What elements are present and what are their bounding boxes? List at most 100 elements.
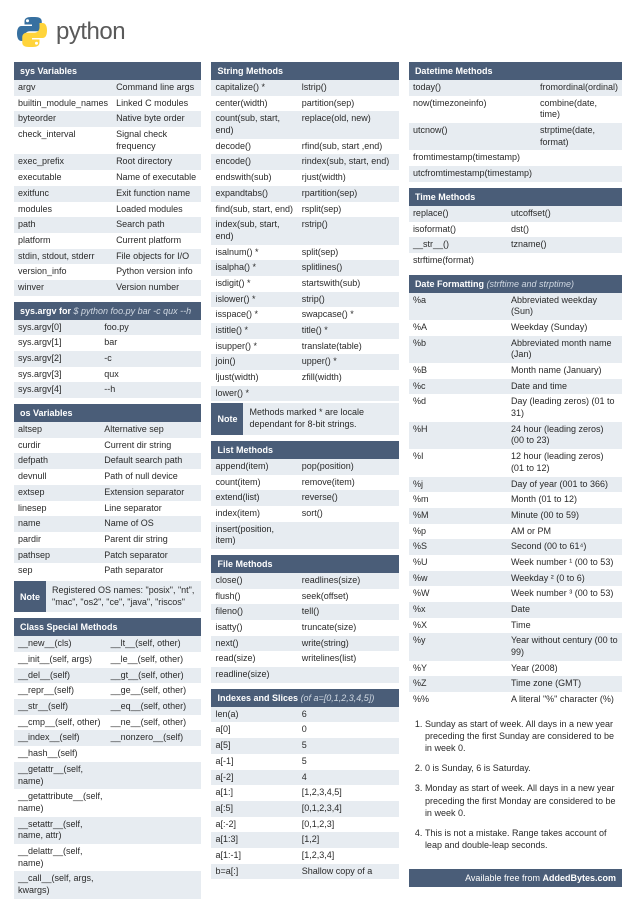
table-row: today()fromordinal(ordinal): [409, 80, 622, 96]
table-row: __getattribute__(self, name): [14, 789, 201, 816]
table-cell: 24 hour (leading zeros) (00 to 23): [507, 422, 622, 449]
table-row: extend(list)reverse(): [211, 490, 398, 506]
table-row: __del__(self)__gt__(self, other): [14, 668, 201, 684]
table-cell: flush(): [211, 589, 297, 605]
table-row: capitalize() *lstrip(): [211, 80, 398, 96]
table-cell: sys.argv[0]: [14, 320, 100, 336]
table-cell: lstrip(): [298, 80, 399, 96]
table-row: a[-1]5: [211, 754, 398, 770]
table-row: __cmp__(self, other)__ne__(self, other): [14, 715, 201, 731]
table-cell: replace(): [409, 206, 507, 222]
table-cell: readlines(size): [298, 573, 399, 589]
table-cell: Parent dir string: [100, 532, 201, 548]
table-row: a[:5][0,1,2,3,4]: [211, 801, 398, 817]
title-prefix: Indexes and Slices: [217, 693, 298, 703]
section-title: Indexes and Slices (of a=[0,1,2,3,4,5]): [211, 689, 398, 707]
column-1: sys Variables argvCommand line argsbuilt…: [14, 62, 201, 899]
table-cell: pop(position): [298, 459, 399, 475]
section-title: File Methods: [211, 555, 398, 573]
table-row: %dDay (leading zeros) (01 to 31): [409, 394, 622, 421]
table-cell: a[1:3]: [211, 832, 297, 848]
table-cell: [298, 667, 399, 683]
table-cell: rfind(sub, start ,end): [298, 139, 399, 155]
table-cell: truncate(size): [298, 620, 399, 636]
table-cell: startswith(sub): [298, 276, 399, 292]
table-cell: encode(): [211, 154, 297, 170]
file-methods-section: File Methods close()readlines(size)flush…: [211, 555, 398, 683]
section-title: sys Variables: [14, 62, 201, 80]
table-row: a[:-2][0,1,2,3]: [211, 817, 398, 833]
table-cell: %B: [409, 363, 507, 379]
table-cell: byteorder: [14, 111, 112, 127]
table-cell: rstrip(): [298, 217, 399, 244]
table-cell: %I: [409, 449, 507, 476]
table-cell: name: [14, 516, 100, 532]
table-cell: sort(): [298, 506, 399, 522]
table-cell: __init__(self, args): [14, 652, 107, 668]
table-row: %wWeekday ² (0 to 6): [409, 571, 622, 587]
table-cell: Day (leading zeros) (01 to 31): [507, 394, 622, 421]
table-cell: insert(position, item): [211, 522, 297, 549]
note-text: Methods marked * are locale dependant fo…: [243, 403, 398, 434]
table-row: sys.argv[4]--h: [14, 382, 201, 398]
table-cell: center(width): [211, 96, 297, 112]
table-cell: a[1:-1]: [211, 848, 297, 864]
datetime-methods-section: Datetime Methods today()fromordinal(ordi…: [409, 62, 622, 182]
table-cell: %W: [409, 586, 507, 602]
table-row: __setattr__(self, name, attr): [14, 817, 201, 844]
table-cell: [107, 817, 202, 844]
table-cell: isupper() *: [211, 339, 297, 355]
table-cell: today(): [409, 80, 536, 96]
list-methods-table: append(item)pop(position)count(item)remo…: [211, 459, 398, 549]
table-cell: %x: [409, 602, 507, 618]
table-row: __index__(self)__nonzero__(self): [14, 730, 201, 746]
table-cell: Week number ³ (00 to 53): [507, 586, 622, 602]
table-cell: %H: [409, 422, 507, 449]
table-row: %jDay of year (001 to 366): [409, 477, 622, 493]
table-cell: %Z: [409, 676, 507, 692]
table-row: %bAbbreviated month name (Jan): [409, 336, 622, 363]
string-methods-table: capitalize() *lstrip()center(width)parti…: [211, 80, 398, 401]
table-row: argvCommand line args: [14, 80, 201, 96]
table-cell: Day of year (001 to 366): [507, 477, 622, 493]
table-cell: readline(size): [211, 667, 297, 683]
footnotes: Sunday as start of week. All days in a n…: [409, 718, 622, 859]
table-cell: Exit function name: [112, 186, 201, 202]
footer-bar: Available free from AddedBytes.com: [409, 869, 622, 887]
os-note: Note Registered OS names: "posix", "nt",…: [14, 581, 201, 612]
table-cell: sys.argv[4]: [14, 382, 100, 398]
table-cell: %U: [409, 555, 507, 571]
table-cell: expandtabs(): [211, 186, 297, 202]
table-cell: reverse(): [298, 490, 399, 506]
table-row: nameName of OS: [14, 516, 201, 532]
time-methods-section: Time Methods replace()utcoffset()isoform…: [409, 188, 622, 269]
table-row: expandtabs()rpartition(sep): [211, 186, 398, 202]
table-cell: 0: [298, 722, 399, 738]
table-row: altsepAlternative sep: [14, 422, 201, 438]
table-cell: a[:-2]: [211, 817, 297, 833]
title-prefix: Date Formatting: [415, 279, 484, 289]
indexes-table: len(a)6a[0]0a[5]5a[-1]5a[-2]4a[1:][1,2,3…: [211, 707, 398, 880]
table-row: extsepExtension separator: [14, 485, 201, 501]
sys-argv-section: sys.argv for $ python foo.py bar -c qux …: [14, 302, 201, 398]
table-cell: __ge__(self, other): [107, 683, 202, 699]
list-item: 0 is Sunday, 6 is Saturday.: [425, 762, 622, 774]
table-cell: %X: [409, 618, 507, 634]
table-cell: [1,2,3,4]: [298, 848, 399, 864]
column-3: Datetime Methods today()fromordinal(ordi…: [409, 62, 622, 899]
table-row: %yYear without century (00 to 99): [409, 633, 622, 660]
table-cell: Month name (January): [507, 363, 622, 379]
table-row: a[5]5: [211, 738, 398, 754]
class-special-table: __new__(cls)__lt__(self, other)__init__(…: [14, 636, 201, 898]
table-cell: __setattr__(self, name, attr): [14, 817, 107, 844]
file-methods-table: close()readlines(size)flush()seek(offset…: [211, 573, 398, 683]
table-row: devnullPath of null device: [14, 469, 201, 485]
table-cell: a[0]: [211, 722, 297, 738]
table-cell: executable: [14, 170, 112, 186]
table-cell: sys.argv[1]: [14, 335, 100, 351]
table-cell: Search path: [112, 217, 201, 233]
table-cell: strip(): [298, 292, 399, 308]
table-cell: Shallow copy of a: [298, 864, 399, 880]
table-cell: __eq__(self, other): [107, 699, 202, 715]
table-row: index(sub, start, end)rstrip(): [211, 217, 398, 244]
